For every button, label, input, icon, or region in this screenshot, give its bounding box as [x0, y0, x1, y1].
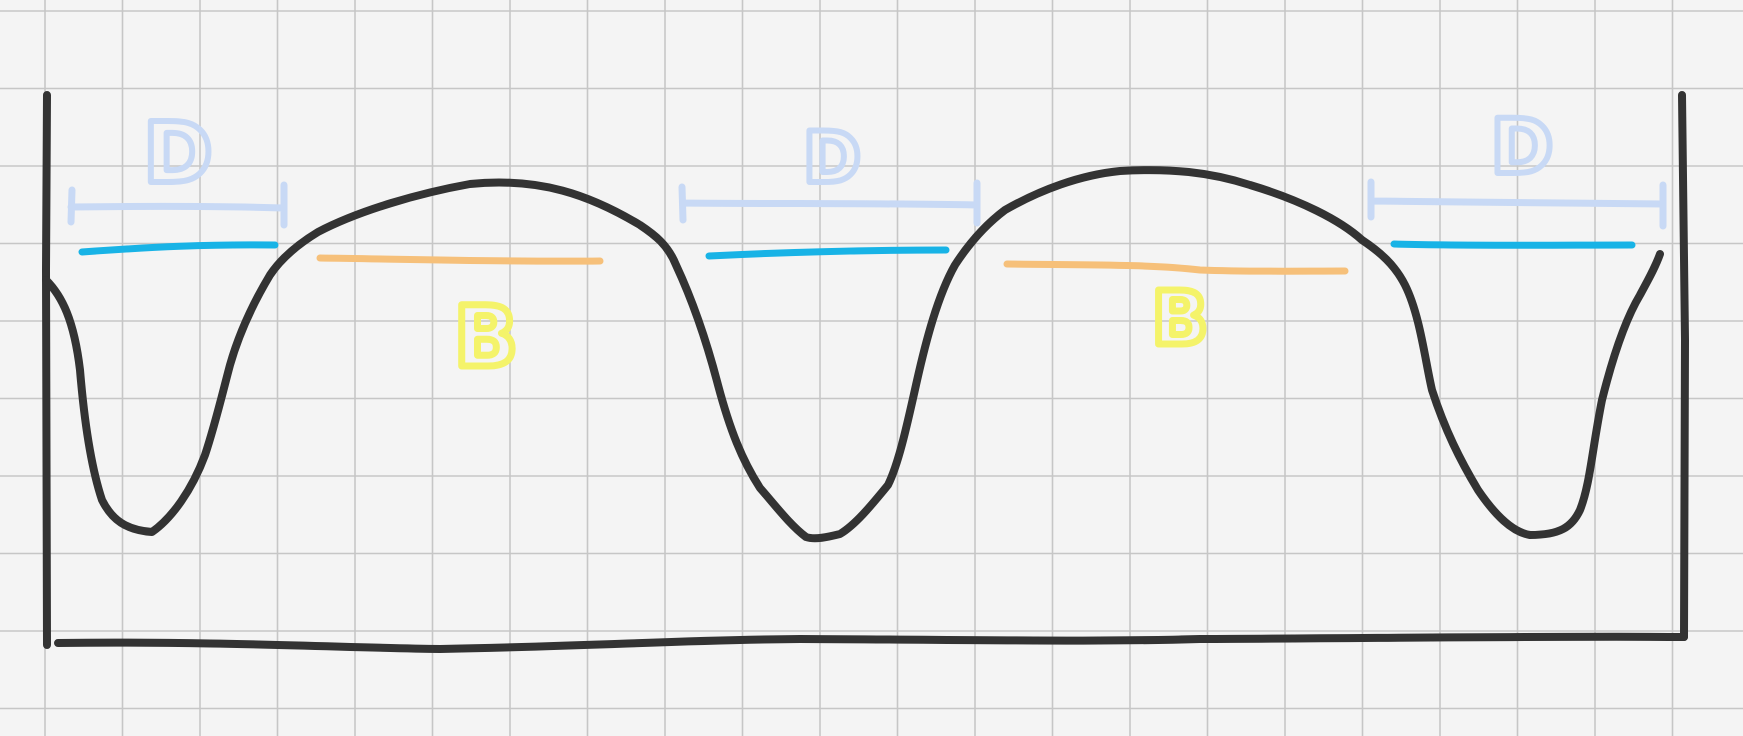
d-label-middle: D	[803, 117, 861, 199]
b-line-right	[1003, 260, 1349, 275]
b-line-left	[316, 254, 604, 265]
b-labels: B B	[450, 273, 1211, 390]
d-bracket-middle	[678, 179, 981, 227]
d-line-middle	[705, 246, 950, 260]
d-bracket-left	[67, 181, 288, 229]
d-brackets	[67, 178, 1667, 230]
frame-bottom-line	[54, 632, 1688, 654]
d-label-right: D	[1490, 102, 1553, 191]
frame	[41, 91, 1690, 654]
waveform-curve	[42, 166, 1664, 543]
frame-right-wall	[1678, 91, 1690, 641]
b-label-left: B	[454, 288, 518, 386]
d-line-left	[78, 241, 279, 256]
d-bracket-right	[1367, 178, 1667, 230]
b-label-right: B	[1152, 276, 1208, 362]
d-lines	[78, 240, 1636, 260]
d-line-right	[1390, 240, 1636, 249]
b-lines	[316, 254, 1349, 275]
frame-left-wall	[41, 91, 51, 649]
d-labels: D D D	[140, 99, 1556, 205]
d-label-left: D	[143, 104, 213, 202]
